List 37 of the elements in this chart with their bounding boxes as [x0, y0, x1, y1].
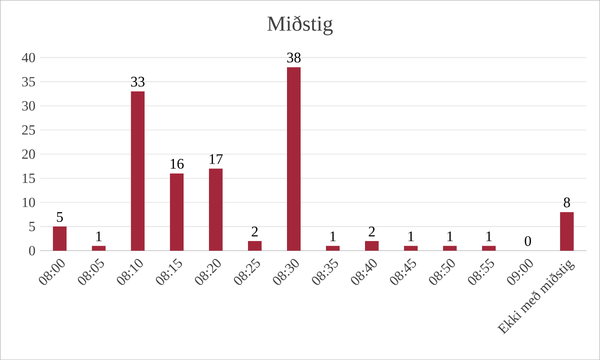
bar: [482, 246, 496, 251]
bar: [286, 67, 301, 251]
bar: [130, 91, 145, 251]
data-label: 1: [408, 231, 414, 242]
y-tick-label: 5: [29, 222, 35, 232]
bar: [248, 240, 262, 251]
data-label: 5: [56, 212, 63, 222]
data-label: 33: [131, 76, 145, 87]
bar: [404, 246, 418, 251]
data-label: 8: [564, 197, 570, 208]
chart-title: Miðstig: [267, 16, 333, 36]
data-label: 1: [486, 231, 492, 242]
data-label: 16: [170, 158, 184, 169]
data-label: 2: [368, 226, 375, 236]
y-tick-label: 10: [22, 198, 35, 208]
bar: [443, 246, 457, 251]
bar: [326, 246, 340, 251]
bar: [208, 168, 223, 251]
bar: [52, 226, 67, 251]
data-label: 1: [96, 231, 102, 242]
data-label: 17: [210, 154, 223, 164]
bar: [560, 212, 574, 251]
y-tick-label: 20: [22, 149, 35, 159]
y-tick-label: 35: [22, 76, 35, 86]
y-tick-label: 25: [22, 125, 35, 135]
data-label: 38: [287, 52, 301, 62]
bar: [365, 240, 379, 251]
data-label: 0: [524, 236, 531, 246]
data-label: 1: [330, 231, 336, 242]
y-tick-label: 40: [22, 52, 35, 62]
y-tick-label: 30: [22, 101, 35, 110]
data-label: 2: [252, 226, 258, 236]
y-tick-label: 15: [22, 173, 35, 183]
bar: [92, 246, 106, 251]
bar: [170, 173, 184, 251]
data-label: 1: [447, 231, 453, 242]
y-tick-label: 0: [29, 246, 35, 256]
